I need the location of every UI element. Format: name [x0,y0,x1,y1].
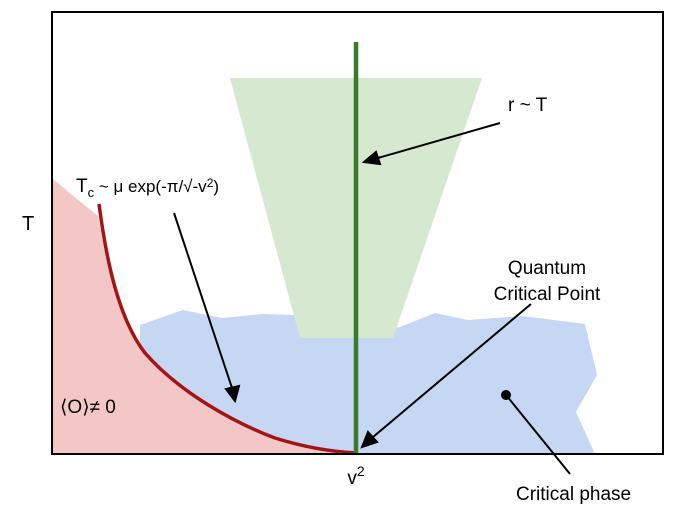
x-axis-label-base: v [347,468,357,489]
order-parameter-label: ⟨O⟩≠ 0 [60,397,116,418]
critical-phase-region [140,310,597,454]
annotation-arrows [173,122,571,475]
qcp-arrow [372,303,532,438]
tc-formula-label: Tc ~ μ exp(-π/√-v2) [76,176,219,200]
critical-phase-label: Critical phase [516,484,631,505]
r-scaling-label: r ~ T [508,95,548,116]
tc-formula-close: ) [213,177,219,196]
qcp-arrowhead [360,430,379,449]
tc-arrowhead [224,384,241,404]
ordered-phase-region [52,178,356,454]
x-axis-label-sup: 2 [357,463,365,479]
tc-curve [97,203,357,455]
qcp-label-line1: Quantum [508,258,586,279]
qcp-label-line2: Critical Point [494,284,601,305]
tc-subscript: c [88,185,95,200]
tc-prefix: T [76,176,88,197]
critical-phase-pointer [505,394,571,475]
x-axis-label: v2 [347,463,365,489]
tc-arrow [173,212,233,389]
plot-frame [51,11,664,455]
y-axis-label: T [22,213,34,235]
tc-formula-body: ~ μ exp(-π/√-v [94,177,207,196]
tc-formula-sup: 2 [207,176,214,190]
r-scaling-arrow [377,122,501,159]
r-scaling-arrowhead [361,150,382,166]
